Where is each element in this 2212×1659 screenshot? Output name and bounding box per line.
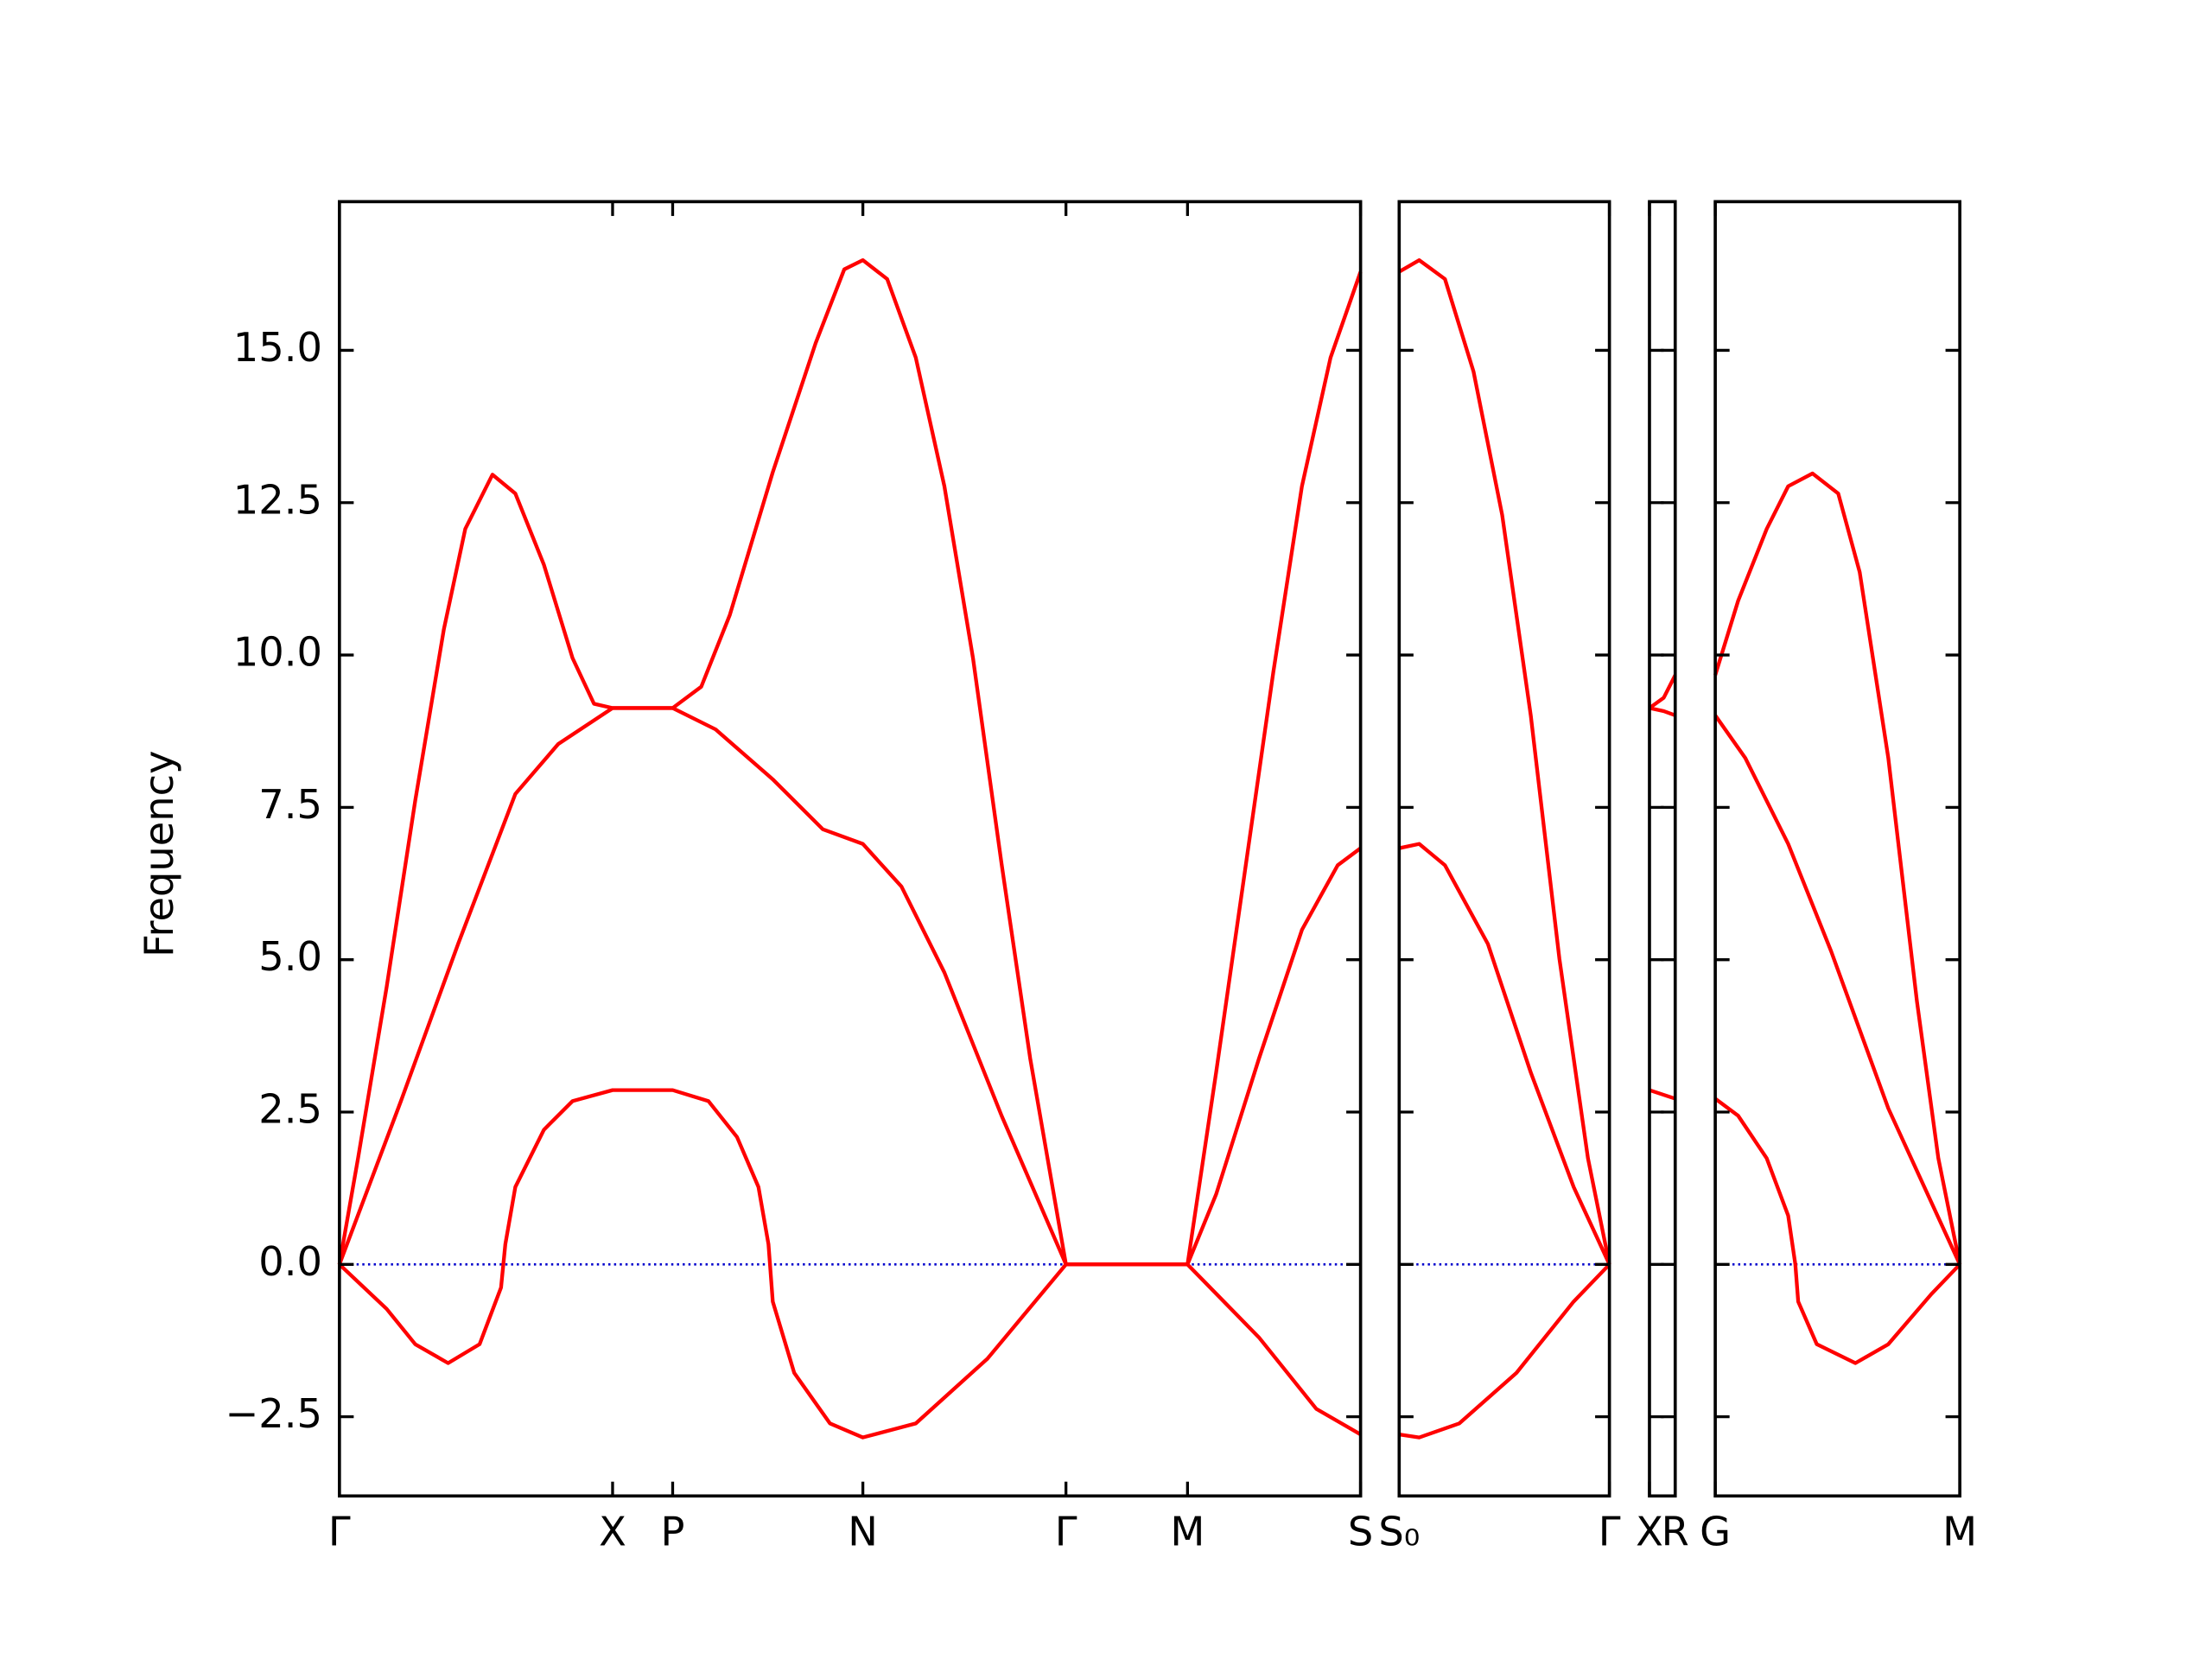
y-tick-label: −2.5 <box>225 1390 322 1437</box>
y-tick-label: 7.5 <box>258 781 322 828</box>
x-tick-label: Γ <box>1599 1508 1621 1554</box>
x-tick-label: X <box>599 1508 626 1554</box>
x-tick-label: P <box>661 1508 685 1554</box>
panel-frame <box>1713 200 1961 1498</box>
x-tick-label: Γ <box>1055 1508 1077 1554</box>
band-line <box>1713 714 1962 1266</box>
band-line <box>338 1088 1362 1440</box>
x-tick-label: N <box>848 1508 878 1554</box>
band-line <box>1398 842 1611 1266</box>
y-tick-label: 12.5 <box>233 476 322 523</box>
y-tick-label: 10.0 <box>233 629 322 676</box>
panel-frame <box>338 200 1363 1498</box>
band-line <box>337 257 1363 1267</box>
x-tick-label: R <box>1662 1508 1689 1554</box>
band-line <box>337 706 1362 1267</box>
x-tick-label: Γ <box>328 1508 351 1554</box>
y-tick-label: 2.5 <box>258 1086 322 1133</box>
x-tick-label: M <box>1942 1508 1977 1554</box>
panel-frame <box>1397 200 1611 1498</box>
band-line <box>1649 706 1676 717</box>
band-line <box>1713 471 1962 1265</box>
band-line <box>1649 1088 1676 1101</box>
x-tick-label: S <box>1348 1508 1373 1554</box>
x-tick-label: S₀ <box>1378 1508 1420 1554</box>
panel-frame <box>1648 200 1677 1498</box>
y-tick-label: 15.0 <box>233 324 322 371</box>
x-tick-label: G <box>1700 1508 1731 1554</box>
band-line <box>1398 1262 1611 1440</box>
y-tick-label: 5.0 <box>258 933 322 980</box>
x-tick-label: M <box>1170 1508 1205 1554</box>
x-tick-label: X <box>1636 1508 1663 1554</box>
y-tick-label: 0.0 <box>258 1238 322 1285</box>
band-line <box>1713 1096 1961 1365</box>
band-line <box>1648 674 1677 710</box>
y-axis-label: Frequency <box>136 750 182 957</box>
band-line <box>1398 257 1611 1265</box>
